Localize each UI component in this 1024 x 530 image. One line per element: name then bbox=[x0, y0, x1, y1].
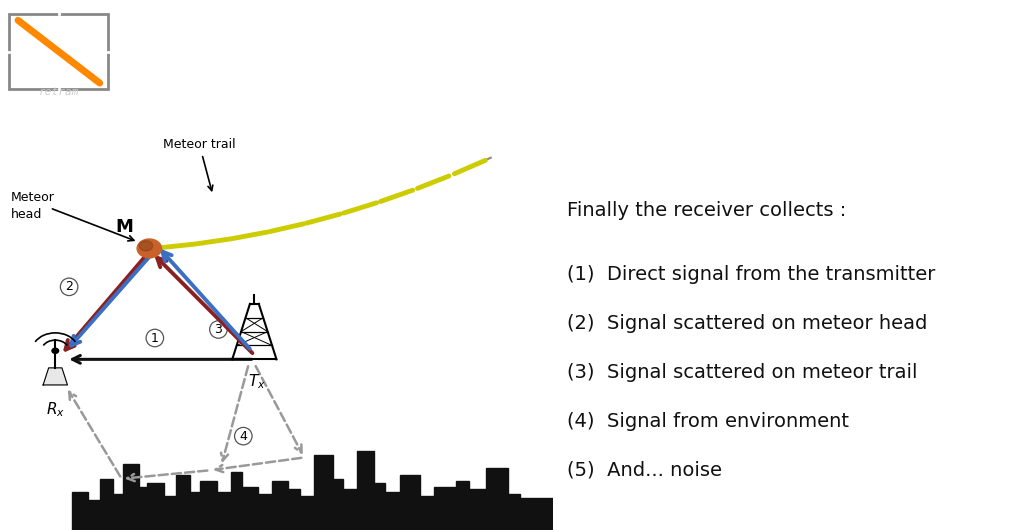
Text: $\mathit{T_x}$: $\mathit{T_x}$ bbox=[248, 372, 266, 391]
Bar bbox=[400, 474, 420, 530]
Bar bbox=[217, 492, 231, 530]
Bar bbox=[486, 468, 508, 530]
Bar bbox=[520, 498, 553, 530]
Bar bbox=[200, 481, 217, 530]
Bar bbox=[456, 481, 469, 530]
Circle shape bbox=[52, 348, 58, 354]
Text: (5)  And... noise: (5) And... noise bbox=[567, 461, 722, 480]
Text: (4)  Signal from environment: (4) Signal from environment bbox=[567, 412, 849, 431]
Text: 1: 1 bbox=[151, 331, 159, 344]
Bar bbox=[231, 472, 243, 530]
Circle shape bbox=[139, 241, 153, 251]
Bar bbox=[9, 14, 109, 89]
Bar bbox=[164, 496, 176, 530]
Bar bbox=[374, 483, 385, 530]
Text: 3: 3 bbox=[214, 323, 222, 336]
Text: Finally the receiver collects :: Finally the receiver collects : bbox=[567, 200, 846, 219]
Bar bbox=[385, 492, 400, 530]
Bar bbox=[258, 494, 271, 530]
Bar bbox=[72, 492, 88, 530]
Circle shape bbox=[137, 239, 162, 258]
Text: Meteor trail: Meteor trail bbox=[163, 138, 236, 191]
Text: $\mathit{R_x}$: $\mathit{R_x}$ bbox=[46, 400, 65, 419]
Bar bbox=[99, 479, 114, 530]
Bar bbox=[508, 494, 520, 530]
Bar bbox=[334, 479, 343, 530]
Bar bbox=[114, 494, 123, 530]
Bar bbox=[343, 490, 357, 530]
Bar bbox=[176, 474, 189, 530]
Text: retram: retram bbox=[39, 87, 79, 97]
Bar bbox=[357, 451, 374, 530]
Text: M: M bbox=[116, 218, 133, 236]
Bar bbox=[271, 481, 288, 530]
Text: (3)  Signal scattered on meteor trail: (3) Signal scattered on meteor trail bbox=[567, 363, 918, 382]
Bar bbox=[189, 492, 200, 530]
Bar bbox=[147, 483, 164, 530]
Bar bbox=[314, 455, 334, 530]
Bar bbox=[469, 490, 486, 530]
Text: 4: 4 bbox=[240, 430, 247, 443]
Bar bbox=[433, 488, 456, 530]
Bar bbox=[420, 496, 433, 530]
Bar bbox=[88, 500, 99, 530]
Text: Meteor
head: Meteor head bbox=[11, 191, 55, 221]
Bar bbox=[288, 490, 300, 530]
Bar bbox=[123, 464, 139, 530]
Polygon shape bbox=[43, 368, 68, 385]
Text: 2: 2 bbox=[66, 280, 73, 293]
Text: (1)  Direct signal from the transmitter: (1) Direct signal from the transmitter bbox=[567, 264, 935, 284]
Text: (2)  Signal scattered on meteor head: (2) Signal scattered on meteor head bbox=[567, 314, 928, 332]
Text: Signal collected by receiver: Signal collected by receiver bbox=[128, 31, 778, 73]
Bar bbox=[139, 488, 147, 530]
Bar bbox=[300, 496, 314, 530]
Bar bbox=[243, 488, 258, 530]
